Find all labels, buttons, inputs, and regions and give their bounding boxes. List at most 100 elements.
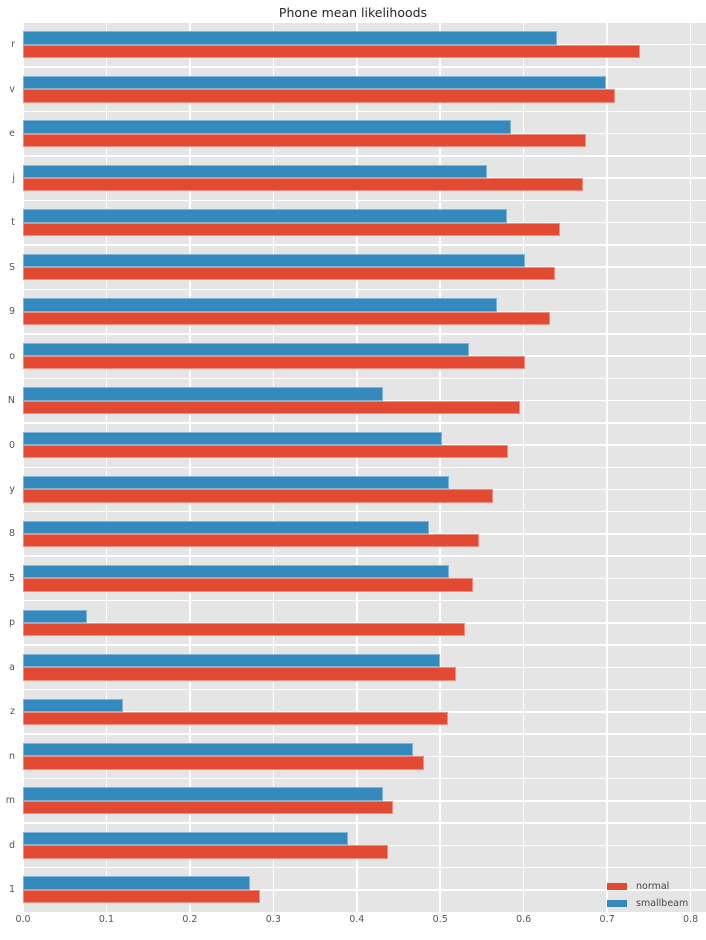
y-gridline-boundary [23,866,706,869]
bar-normal-o [23,356,526,370]
y-gridline-boundary [23,422,706,424]
legend-entry: smallbeam [607,895,688,912]
bar-smallbeam-N [23,387,383,401]
y-tick-label: 1 [8,884,15,896]
y-gridline-boundary [23,599,706,602]
bar-smallbeam-e [23,120,512,134]
y-tick-label: 9 [8,306,15,318]
bar-normal-N [23,400,521,414]
y-gridline-center [23,889,706,891]
bar-smallbeam-j [23,164,487,179]
x-tick-label: 0.3 [265,914,281,925]
y-tick-label: a [9,661,15,673]
x-axis-labels: 0.0 0.1 0.2 0.3 0.4 0.5 0.6 0.7 0.8 [0,914,706,930]
y-gridline-boundary [23,377,706,380]
bar-smallbeam-y [23,476,449,490]
bar-normal-0 [23,445,508,459]
y-gridline-boundary [23,244,706,246]
y-gridline-boundary [23,688,706,691]
y-gridline-boundary [23,66,706,68]
bar-normal-j [23,178,583,192]
bar-normal-8 [23,533,479,548]
bar-smallbeam-S [23,253,526,268]
bar-normal-t [23,222,560,236]
x-tick-label: 0.2 [182,914,198,925]
bar-smallbeam-a [23,654,441,668]
x-tick-label: 0.0 [15,914,31,925]
plot-area [22,22,706,912]
bar-smallbeam-0 [23,431,442,445]
legend-swatch-normal [607,883,627,890]
y-tick-label: 0 [8,439,15,451]
x-tick-label: 0.6 [516,914,532,925]
y-tick-label: d [8,839,15,851]
y-tick-label: r [11,39,15,51]
bar-smallbeam-1 [23,876,250,890]
bar-smallbeam-9 [23,298,497,312]
bar-smallbeam-m [23,787,383,801]
bar-smallbeam-o [23,342,470,357]
y-gridline-boundary [23,199,706,202]
y-gridline-boundary [23,733,706,735]
y-axis-labels: r v e j t S 9 o N 0 y 8 5 p a z n m d 1 [0,23,19,913]
legend-swatch-smallbeam [607,900,627,907]
legend-label: normal [636,881,670,892]
y-tick-label: o [9,350,15,362]
y-gridline-boundary [23,510,706,513]
bar-normal-a [23,667,457,681]
y-tick-label: 5 [8,572,15,584]
bar-smallbeam-p [23,609,88,623]
x-tick-label: 0.8 [683,914,699,925]
bar-normal-y [23,489,493,503]
y-tick-label: v [9,83,15,95]
y-tick-label: S [8,261,15,273]
y-gridline-boundary [23,555,706,557]
bar-normal-v [23,89,615,103]
y-gridline-boundary [23,288,706,291]
bar-normal-z [23,711,448,726]
y-gridline-boundary [23,466,706,468]
bar-normal-5 [23,578,473,592]
x-tick-label: 0.1 [98,914,114,925]
x-tick-label: 0.4 [349,914,365,925]
bar-smallbeam-d [23,831,349,846]
y-tick-label: e [9,128,15,140]
bar-normal-9 [23,311,550,325]
y-tick-label: j [12,172,15,184]
bar-normal-m [23,800,394,815]
y-gridline-boundary [23,155,706,157]
bar-smallbeam-z [23,698,124,712]
bar-normal-S [23,267,555,281]
bar-smallbeam-8 [23,520,430,534]
bar-normal-d [23,845,388,859]
y-gridline-boundary [23,777,706,780]
y-gridline-boundary [23,822,706,824]
x-tick-label: 0.7 [599,914,615,925]
legend-entry: normal [607,878,688,895]
y-tick-label: m [5,795,15,807]
y-tick-label: t [11,217,15,229]
y-gridline-boundary [23,333,706,335]
bar-normal-n [23,756,425,770]
bar-smallbeam-v [23,75,607,90]
bar-smallbeam-n [23,742,413,757]
x-tick-label: 0.5 [432,914,448,925]
bar-smallbeam-t [23,209,507,223]
bar-smallbeam-r [23,31,558,45]
y-gridline-boundary [23,644,706,646]
legend-label: smallbeam [636,898,689,909]
y-gridline-boundary [23,110,706,113]
bar-normal-r [23,44,641,59]
legend: normal smallbeam [607,878,688,912]
y-tick-label: z [10,706,15,718]
bar-smallbeam-5 [23,565,449,579]
bar-normal-1 [23,889,260,904]
y-tick-label: p [8,617,15,629]
y-tick-label: 8 [8,528,15,540]
bar-normal-p [23,622,466,637]
bar-normal-e [23,133,587,148]
y-tick-label: n [8,750,15,762]
chart-title: Phone mean likelihoods [278,5,428,20]
y-tick-label: y [9,483,15,495]
